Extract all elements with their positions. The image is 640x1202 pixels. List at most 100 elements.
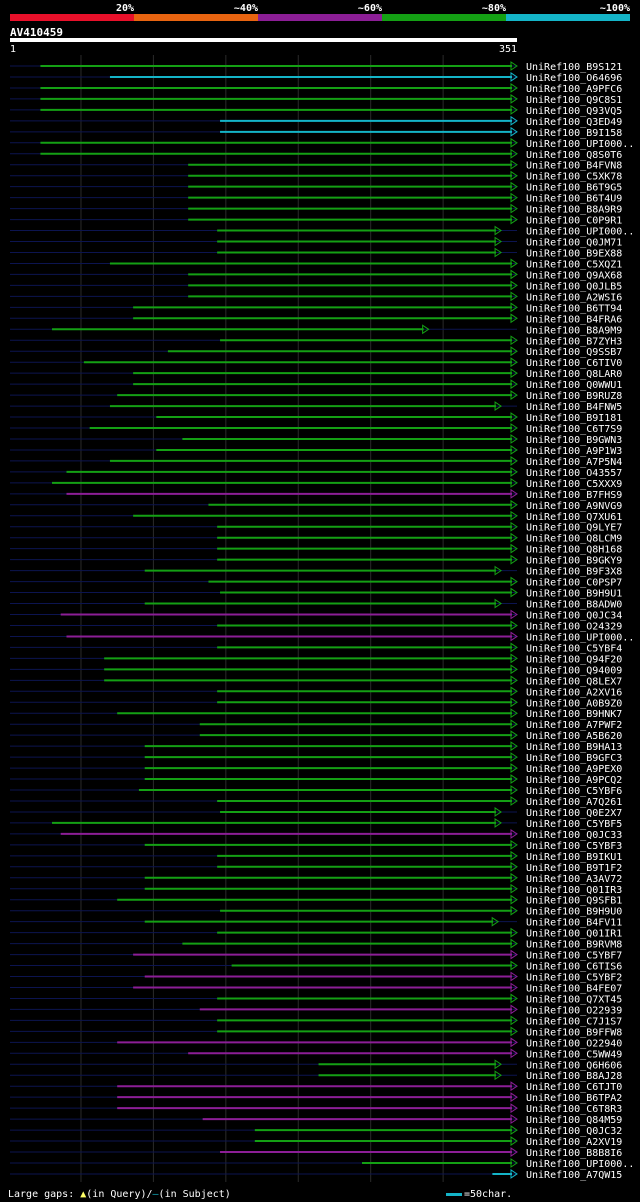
hit-label[interactable]: UniRef100_Q01IR3 <box>526 885 622 896</box>
hit-row[interactable]: UniRef100_B9HNK7 <box>10 708 622 720</box>
hit-row[interactable]: UniRef100_Q9AX68 <box>10 269 622 281</box>
hit-label[interactable]: UniRef100_C5YBF4 <box>526 643 622 654</box>
hit-label[interactable]: UniRef100_B9HA13 <box>526 742 622 753</box>
hit-label[interactable]: UniRef100_B4FVN8 <box>526 161 622 172</box>
hit-row[interactable]: UniRef100_Q94F20 <box>10 653 622 665</box>
hit-row[interactable]: UniRef100_Q8LAR0 <box>10 368 622 380</box>
hit-label[interactable]: UniRef100_O64696 <box>526 73 622 84</box>
hit-row[interactable]: UniRef100_C6TIS6 <box>10 960 622 973</box>
hit-label[interactable]: UniRef100_Q93VQ5 <box>526 106 622 117</box>
hit-label[interactable]: UniRef100_Q0JLB5 <box>526 281 622 292</box>
hit-row[interactable]: UniRef100_B9FFW8 <box>10 1026 622 1038</box>
hit-label[interactable]: UniRef100_B7FHS9 <box>526 490 622 501</box>
hit-row[interactable]: UniRef100_Q3ED49 <box>10 115 622 128</box>
hit-row[interactable]: UniRef100_B9H9U0 <box>10 905 622 918</box>
hit-label[interactable]: UniRef100_B4FRA6 <box>526 314 622 325</box>
hit-label[interactable]: UniRef100_A0B9Z0 <box>526 698 622 709</box>
hit-label[interactable]: UniRef100_Q9LYE7 <box>526 523 622 534</box>
hit-row[interactable]: UniRef100_O43557 <box>10 466 622 479</box>
hit-row[interactable]: UniRef100_C7J1S7 <box>10 1015 622 1027</box>
hit-row[interactable]: UniRef100_B6TT94 <box>10 302 622 314</box>
hit-label[interactable]: UniRef100_B6T4U9 <box>526 194 622 205</box>
hit-label[interactable]: UniRef100_C6TIS6 <box>526 962 622 973</box>
hit-label[interactable]: UniRef100_C6T7S9 <box>526 424 622 435</box>
hit-row[interactable]: UniRef100_C5YBF4 <box>10 642 622 654</box>
hit-label[interactable]: UniRef100_Q6H606 <box>526 1060 622 1071</box>
hit-label[interactable]: UniRef100_O22940 <box>526 1038 622 1049</box>
hit-label[interactable]: UniRef100_B7ZYH3 <box>526 336 622 347</box>
hit-row[interactable]: UniRef100_B9I158 <box>10 126 622 139</box>
hit-row[interactable]: UniRef100_UPI000.. <box>10 137 634 150</box>
hit-label[interactable]: UniRef100_B4FE07 <box>526 983 622 994</box>
hit-row[interactable]: UniRef100_A9PFC6 <box>10 83 622 95</box>
hit-row[interactable]: UniRef100_B9F3X8 <box>10 565 622 578</box>
hit-row[interactable]: UniRef100_Q9LYE7 <box>10 521 622 534</box>
hit-label[interactable]: UniRef100_Q9SFB1 <box>526 896 622 907</box>
hit-row[interactable]: UniRef100_B9GKY9 <box>10 554 622 567</box>
hit-row[interactable]: UniRef100_B9GWN3 <box>10 434 622 446</box>
hit-label[interactable]: UniRef100_Q9C8S1 <box>526 95 622 106</box>
hit-row[interactable]: UniRef100_A3AV72 <box>10 872 622 885</box>
hit-label[interactable]: UniRef100_UPI000.. <box>526 139 634 150</box>
hit-row[interactable]: UniRef100_A9PEX0 <box>10 763 622 775</box>
hit-row[interactable]: UniRef100_C5YBF5 <box>10 817 622 830</box>
hit-row[interactable]: UniRef100_A9PCQ2 <box>10 774 622 786</box>
hit-row[interactable]: UniRef100_B8B8I6 <box>10 1147 622 1159</box>
hit-row[interactable]: UniRef100_Q7XT45 <box>10 993 622 1005</box>
hit-row[interactable]: UniRef100_B4FVN8 <box>10 159 622 172</box>
hit-row[interactable]: UniRef100_B6T4U9 <box>10 192 622 205</box>
hit-row[interactable]: UniRef100_Q84M59 <box>10 1114 622 1126</box>
hit-label[interactable]: UniRef100_C5XQZ1 <box>526 259 622 270</box>
hit-label[interactable]: UniRef100_B9H9U1 <box>526 589 622 600</box>
hit-label[interactable]: UniRef100_B9T1F2 <box>526 863 622 874</box>
hit-row[interactable]: UniRef100_C5WW49 <box>10 1048 622 1060</box>
hit-label[interactable]: UniRef100_Q94009 <box>526 665 622 676</box>
hit-label[interactable]: UniRef100_C6TJT0 <box>526 1082 622 1093</box>
hit-row[interactable]: UniRef100_C5YBF2 <box>10 971 622 984</box>
hit-label[interactable]: UniRef100_C5YBF6 <box>526 786 622 797</box>
hit-label[interactable]: UniRef100_Q8LCM9 <box>526 534 622 545</box>
hit-label[interactable]: UniRef100_C0PSP7 <box>526 578 622 589</box>
hit-label[interactable]: UniRef100_A9PFC6 <box>526 84 622 95</box>
hit-row[interactable]: UniRef100_A5B620 <box>10 730 622 742</box>
hit-label[interactable]: UniRef100_Q3ED49 <box>526 117 622 128</box>
hit-label[interactable]: UniRef100_Q84M59 <box>526 1115 622 1126</box>
hit-label[interactable]: UniRef100_B6TT94 <box>526 303 622 314</box>
hit-label[interactable]: UniRef100_Q8LAR0 <box>526 369 622 380</box>
hit-row[interactable]: UniRef100_Q8H168 <box>10 543 622 556</box>
hit-row[interactable]: UniRef100_C5XQZ1 <box>10 258 622 270</box>
hit-label[interactable]: UniRef100_B9IKU1 <box>526 852 622 863</box>
hit-row[interactable]: UniRef100_B8AJ28 <box>10 1070 622 1082</box>
hit-row[interactable]: UniRef100_Q7XU61 <box>10 510 622 523</box>
hit-label[interactable]: UniRef100_Q0WWU1 <box>526 380 622 391</box>
hit-row[interactable]: UniRef100_B7FHS9 <box>10 488 622 501</box>
hit-row[interactable]: UniRef100_Q01IR1 <box>10 927 622 940</box>
hit-label[interactable]: UniRef100_Q0E2X7 <box>526 808 622 819</box>
hit-label[interactable]: UniRef100_Q9AX68 <box>526 270 622 281</box>
hit-row[interactable]: UniRef100_B4FRA6 <box>10 313 622 325</box>
hit-row[interactable]: UniRef100_C5YBF3 <box>10 839 622 852</box>
hit-row[interactable]: UniRef100_B9RVM8 <box>10 938 622 951</box>
hit-row[interactable]: UniRef100_A2XV16 <box>10 686 622 698</box>
hit-label[interactable]: UniRef100_O24329 <box>526 621 622 632</box>
hit-row[interactable]: UniRef100_B4FV11 <box>10 916 622 929</box>
hit-row[interactable]: UniRef100_Q0JC34 <box>10 609 622 622</box>
hit-row[interactable]: UniRef100_A2XV19 <box>10 1136 622 1148</box>
hit-row[interactable]: UniRef100_A9NVG9 <box>10 499 622 512</box>
hit-label[interactable]: UniRef100_Q9SSB7 <box>526 347 622 358</box>
hit-row[interactable]: UniRef100_Q8LEX7 <box>10 675 622 687</box>
hit-row[interactable]: UniRef100_C6T8R3 <box>10 1103 622 1115</box>
hit-row[interactable]: UniRef100_O22939 <box>10 1004 622 1016</box>
hit-label[interactable]: UniRef100_Q0JC34 <box>526 611 622 622</box>
hit-label[interactable]: UniRef100_A7Q261 <box>526 797 622 808</box>
hit-row[interactable]: UniRef100_B9S121 <box>10 61 622 73</box>
hit-label[interactable]: UniRef100_B9RVM8 <box>526 940 622 951</box>
hit-label[interactable]: UniRef100_A9PEX0 <box>526 764 622 775</box>
hit-row[interactable]: UniRef100_C6TIV0 <box>10 357 622 369</box>
hit-label[interactable]: UniRef100_C5YBF3 <box>526 841 622 852</box>
hit-row[interactable]: UniRef100_B9RUZ8 <box>10 390 622 402</box>
hit-label[interactable]: UniRef100_C5YBF2 <box>526 973 622 984</box>
hit-label[interactable]: UniRef100_B9I181 <box>526 413 622 424</box>
hit-label[interactable]: UniRef100_Q7XT45 <box>526 994 622 1005</box>
hit-label[interactable]: UniRef100_C6T8R3 <box>526 1104 622 1115</box>
